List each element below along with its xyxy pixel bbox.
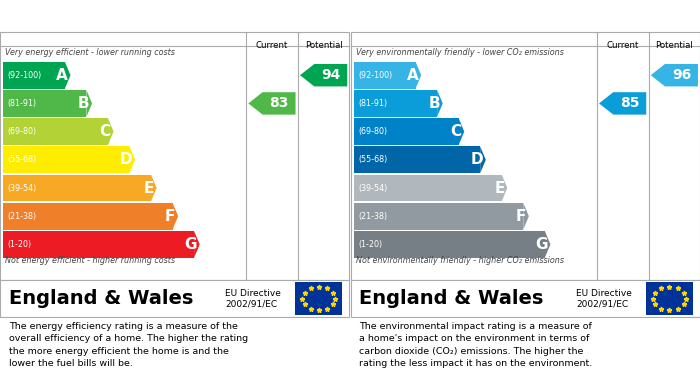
Polygon shape: [480, 147, 486, 173]
Text: Very energy efficient - lower running costs: Very energy efficient - lower running co…: [5, 48, 175, 57]
Polygon shape: [458, 118, 464, 145]
Polygon shape: [65, 62, 71, 89]
Text: Current: Current: [256, 41, 288, 50]
Polygon shape: [599, 92, 646, 115]
Text: (81-91): (81-91): [358, 99, 388, 108]
Text: Potential: Potential: [304, 41, 342, 50]
Polygon shape: [151, 175, 157, 201]
Text: Very environmentally friendly - lower CO₂ emissions: Very environmentally friendly - lower CO…: [356, 48, 564, 57]
Polygon shape: [524, 203, 529, 230]
Text: C: C: [450, 124, 461, 139]
Polygon shape: [416, 62, 421, 89]
Text: (92-100): (92-100): [358, 71, 393, 80]
Text: G: G: [535, 237, 547, 252]
Bar: [354, 62, 416, 89]
Text: (92-100): (92-100): [8, 71, 42, 80]
Polygon shape: [130, 147, 135, 173]
Text: (81-91): (81-91): [8, 99, 37, 108]
Bar: [4, 118, 108, 145]
Text: F: F: [165, 209, 176, 224]
Text: (1-20): (1-20): [8, 240, 32, 249]
Polygon shape: [502, 175, 508, 201]
Polygon shape: [545, 231, 550, 258]
Bar: [354, 90, 437, 117]
Text: The energy efficiency rating is a measure of the
overall efficiency of a home. T: The energy efficiency rating is a measur…: [8, 322, 248, 368]
Text: (1-20): (1-20): [358, 240, 382, 249]
Text: D: D: [120, 152, 132, 167]
Text: (69-80): (69-80): [8, 127, 37, 136]
Bar: [4, 175, 151, 201]
Text: The environmental impact rating is a measure of
a home's impact on the environme: The environmental impact rating is a mea…: [359, 322, 593, 368]
Polygon shape: [300, 64, 347, 86]
Text: EU Directive
2002/91/EC: EU Directive 2002/91/EC: [576, 289, 632, 308]
Text: A: A: [407, 68, 419, 83]
Bar: [354, 231, 545, 258]
Text: C: C: [99, 124, 111, 139]
Text: 83: 83: [270, 97, 289, 110]
Text: Potential: Potential: [655, 41, 693, 50]
Text: (69-80): (69-80): [358, 127, 388, 136]
Bar: [4, 147, 130, 173]
Text: (21-38): (21-38): [8, 212, 37, 221]
Text: (21-38): (21-38): [358, 212, 388, 221]
Bar: [4, 90, 86, 117]
Text: D: D: [470, 152, 483, 167]
Text: Environmental Impact (CO₂) Rating: Environmental Impact (CO₂) Rating: [359, 10, 622, 23]
Text: 85: 85: [620, 97, 640, 110]
Text: Not environmentally friendly - higher CO₂ emissions: Not environmentally friendly - higher CO…: [356, 256, 564, 265]
Bar: [354, 147, 480, 173]
Bar: [4, 203, 173, 230]
Text: E: E: [494, 181, 505, 196]
Text: Current: Current: [606, 41, 639, 50]
Text: (39-54): (39-54): [358, 183, 388, 192]
Polygon shape: [437, 90, 442, 117]
Text: E: E: [144, 181, 154, 196]
Polygon shape: [248, 92, 295, 115]
Polygon shape: [86, 90, 92, 117]
Bar: [354, 203, 524, 230]
Text: EU Directive
2002/91/EC: EU Directive 2002/91/EC: [225, 289, 281, 308]
Text: (39-54): (39-54): [8, 183, 37, 192]
Text: F: F: [516, 209, 526, 224]
Bar: [354, 175, 502, 201]
Bar: [4, 62, 65, 89]
Polygon shape: [108, 118, 113, 145]
Bar: [354, 118, 458, 145]
Text: (55-68): (55-68): [358, 155, 388, 164]
Text: G: G: [184, 237, 197, 252]
Text: B: B: [428, 96, 440, 111]
Bar: [646, 282, 693, 315]
Polygon shape: [173, 203, 178, 230]
Text: B: B: [78, 96, 89, 111]
Bar: [295, 282, 342, 315]
Text: 96: 96: [672, 68, 691, 82]
Polygon shape: [194, 231, 199, 258]
Bar: [4, 231, 194, 258]
Text: Energy Efficiency Rating: Energy Efficiency Rating: [8, 10, 192, 23]
Text: England & Wales: England & Wales: [8, 289, 193, 308]
Polygon shape: [651, 64, 698, 86]
Text: 94: 94: [321, 68, 340, 82]
Text: (55-68): (55-68): [8, 155, 37, 164]
Text: England & Wales: England & Wales: [359, 289, 544, 308]
Text: Not energy efficient - higher running costs: Not energy efficient - higher running co…: [5, 256, 175, 265]
Text: A: A: [56, 68, 68, 83]
